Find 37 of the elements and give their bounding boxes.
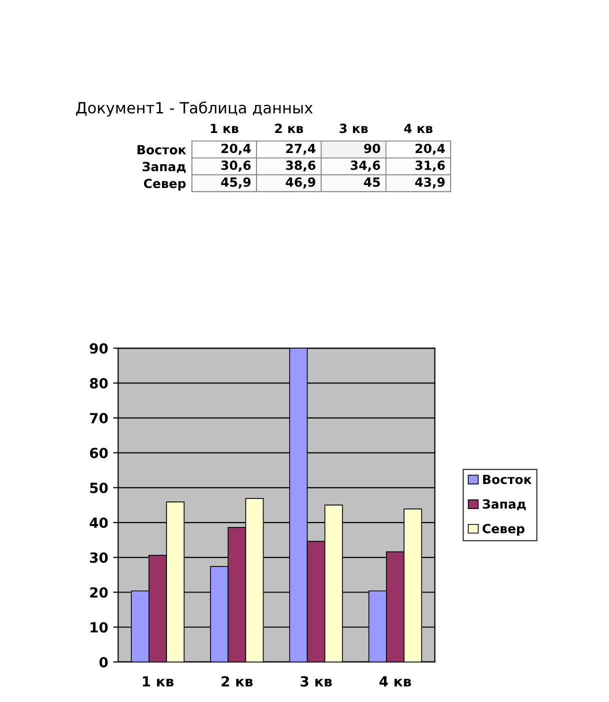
y-tick-label: Запад (142, 162, 186, 173)
y-tick-label: 40 (90, 517, 108, 528)
data-label: 34,6 (350, 160, 380, 172)
x-tick-label: 4 кв (404, 124, 432, 133)
y-tick-label: Север (144, 178, 186, 191)
y-tick-label: Восток (138, 145, 186, 154)
data-label: 45,9 (221, 177, 251, 188)
legend-label: Запад (482, 499, 526, 510)
y-tick-label: 70 (90, 412, 108, 424)
x-tick-label: 1 кв (142, 676, 174, 686)
x-tick-label: 2 кв (275, 124, 304, 133)
x-tick-label: 4 кв (380, 676, 411, 686)
data-label: 43,9 (415, 177, 445, 188)
legend-label: Север (482, 524, 524, 536)
x-tick-label: 3 кв (340, 124, 368, 134)
data-label: 45 (364, 178, 380, 187)
y-tick-label: 50 (90, 482, 108, 494)
data-label: 38,6 (286, 160, 316, 172)
legend-label: Восток (483, 474, 532, 484)
data-label: 31,6 (415, 160, 445, 172)
x-tick-label: 2 кв (222, 676, 253, 686)
chart-title: Документ1 - Таблица данных (76, 101, 313, 116)
data-label: 46,9 (286, 177, 316, 188)
data-label: 20,4 (416, 144, 445, 155)
y-tick-label: 30 (90, 552, 108, 563)
y-tick-label: 20 (90, 587, 108, 598)
data-label: 27,4 (286, 144, 316, 155)
data-label: 90 (364, 144, 380, 154)
y-tick-label: 10 (90, 622, 108, 633)
y-tick-label: 0 (99, 656, 108, 668)
y-tick-label: 60 (90, 448, 108, 458)
data-label: 30,6 (221, 160, 251, 172)
data-label: 20,4 (222, 144, 251, 155)
y-tick-label: 90 (90, 343, 108, 354)
x-tick-label: 3 кв (300, 676, 332, 687)
x-tick-label: 1 кв (210, 124, 238, 133)
y-tick-label: 80 (90, 378, 108, 389)
